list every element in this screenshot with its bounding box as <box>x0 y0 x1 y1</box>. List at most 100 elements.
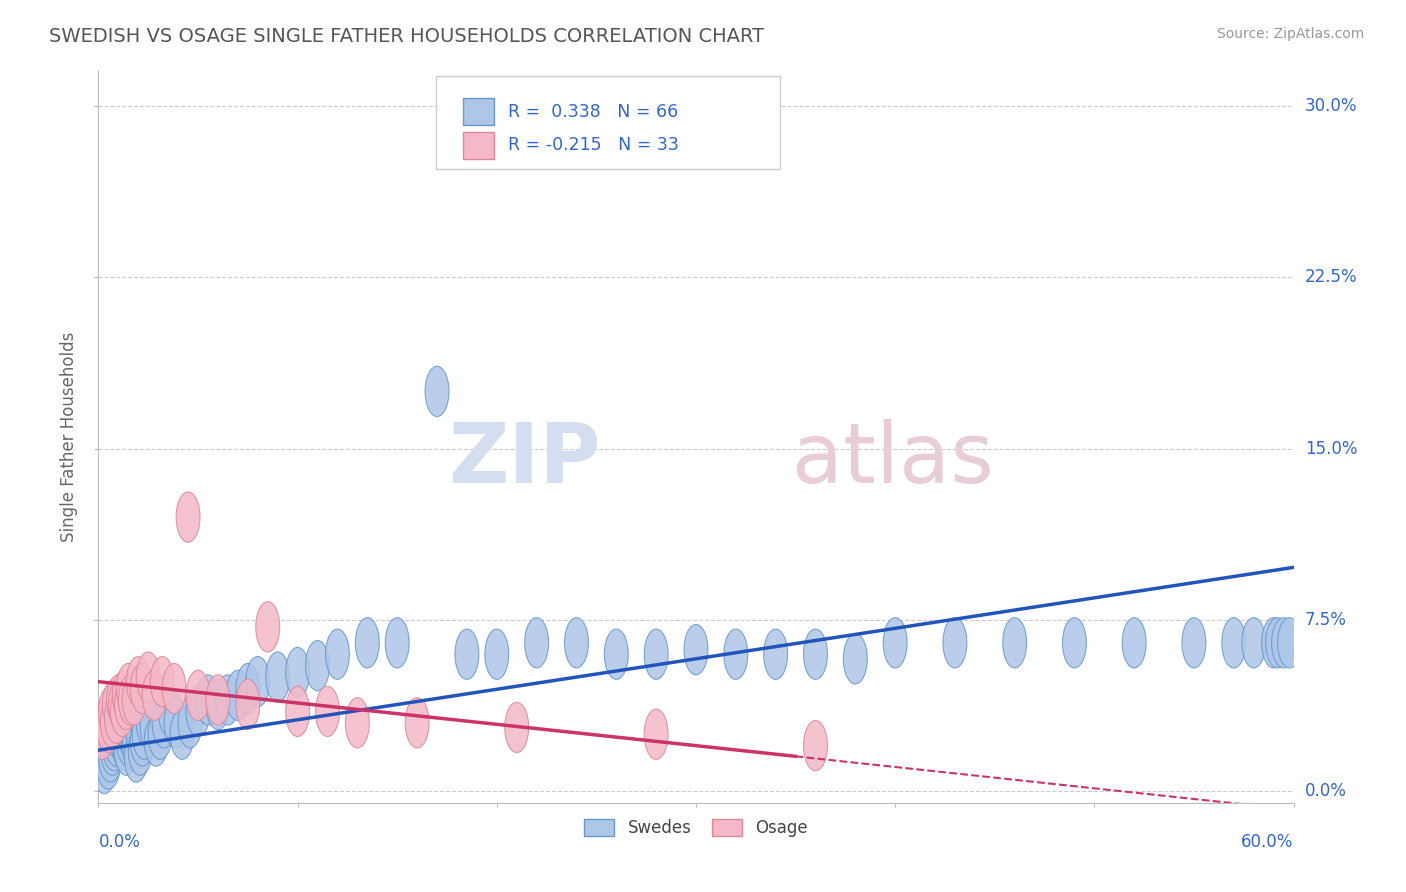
Ellipse shape <box>152 698 176 747</box>
Ellipse shape <box>122 675 146 725</box>
Ellipse shape <box>207 675 231 725</box>
Ellipse shape <box>405 698 429 747</box>
Text: 7.5%: 7.5% <box>1305 611 1347 629</box>
Text: 15.0%: 15.0% <box>1305 440 1357 458</box>
Ellipse shape <box>103 721 127 771</box>
Text: R =  0.338   N = 66: R = 0.338 N = 66 <box>508 103 678 120</box>
Ellipse shape <box>131 664 155 714</box>
Ellipse shape <box>266 652 290 702</box>
Ellipse shape <box>100 698 124 747</box>
Ellipse shape <box>456 629 479 680</box>
Ellipse shape <box>1122 617 1146 668</box>
Ellipse shape <box>103 680 127 730</box>
Ellipse shape <box>1241 617 1265 668</box>
Ellipse shape <box>124 732 148 782</box>
Ellipse shape <box>1063 617 1087 668</box>
Ellipse shape <box>346 698 370 747</box>
Ellipse shape <box>97 739 121 789</box>
Ellipse shape <box>186 686 209 737</box>
Ellipse shape <box>122 721 146 771</box>
Ellipse shape <box>195 675 219 725</box>
Ellipse shape <box>132 709 156 759</box>
Ellipse shape <box>114 680 138 730</box>
Ellipse shape <box>136 652 160 702</box>
Ellipse shape <box>98 686 122 737</box>
Ellipse shape <box>256 601 280 652</box>
Ellipse shape <box>98 732 122 782</box>
Ellipse shape <box>117 716 141 766</box>
Ellipse shape <box>131 716 155 766</box>
Text: 22.5%: 22.5% <box>1305 268 1357 286</box>
Ellipse shape <box>111 702 135 753</box>
Ellipse shape <box>93 743 117 794</box>
Ellipse shape <box>763 629 787 680</box>
Ellipse shape <box>108 709 132 759</box>
Ellipse shape <box>112 721 136 771</box>
Ellipse shape <box>844 633 868 684</box>
Ellipse shape <box>142 670 166 721</box>
Ellipse shape <box>165 698 188 747</box>
Ellipse shape <box>565 617 589 668</box>
Ellipse shape <box>804 721 827 771</box>
Ellipse shape <box>285 686 309 737</box>
Text: 60.0%: 60.0% <box>1241 833 1294 851</box>
Ellipse shape <box>644 629 668 680</box>
Ellipse shape <box>236 664 260 714</box>
Ellipse shape <box>385 617 409 668</box>
Ellipse shape <box>111 686 135 737</box>
Ellipse shape <box>159 686 183 737</box>
Ellipse shape <box>162 664 186 714</box>
Ellipse shape <box>100 725 124 775</box>
Ellipse shape <box>285 648 309 698</box>
Ellipse shape <box>179 698 202 747</box>
Ellipse shape <box>1182 617 1206 668</box>
Ellipse shape <box>217 675 240 725</box>
Ellipse shape <box>226 670 250 721</box>
Ellipse shape <box>117 664 141 714</box>
Legend: Swedes, Osage: Swedes, Osage <box>576 811 815 846</box>
Ellipse shape <box>141 702 165 753</box>
Ellipse shape <box>145 716 169 766</box>
Ellipse shape <box>97 702 121 753</box>
Text: 30.0%: 30.0% <box>1305 96 1357 115</box>
Ellipse shape <box>148 709 172 759</box>
Ellipse shape <box>804 629 827 680</box>
Ellipse shape <box>1265 617 1289 668</box>
Ellipse shape <box>1278 617 1302 668</box>
Ellipse shape <box>112 670 136 721</box>
Y-axis label: Single Father Households: Single Father Households <box>60 332 79 542</box>
Ellipse shape <box>136 698 160 747</box>
Ellipse shape <box>883 617 907 668</box>
Ellipse shape <box>246 657 270 706</box>
Text: 0.0%: 0.0% <box>1305 782 1347 800</box>
Ellipse shape <box>207 680 231 730</box>
Ellipse shape <box>150 657 174 706</box>
Ellipse shape <box>485 629 509 680</box>
Ellipse shape <box>724 629 748 680</box>
Ellipse shape <box>114 725 138 775</box>
Ellipse shape <box>118 675 142 725</box>
Ellipse shape <box>1271 617 1295 668</box>
Ellipse shape <box>127 657 150 706</box>
Ellipse shape <box>128 725 152 775</box>
Ellipse shape <box>186 670 209 721</box>
Ellipse shape <box>108 680 132 730</box>
Ellipse shape <box>104 693 128 743</box>
Ellipse shape <box>104 716 128 766</box>
Ellipse shape <box>943 617 967 668</box>
Text: R = -0.215   N = 33: R = -0.215 N = 33 <box>508 136 679 154</box>
Ellipse shape <box>425 367 449 417</box>
Ellipse shape <box>107 675 131 725</box>
Ellipse shape <box>644 709 668 759</box>
Ellipse shape <box>170 709 194 759</box>
Ellipse shape <box>505 702 529 753</box>
Ellipse shape <box>236 680 260 730</box>
Text: 0.0%: 0.0% <box>98 833 141 851</box>
Ellipse shape <box>94 698 118 747</box>
Text: Source: ZipAtlas.com: Source: ZipAtlas.com <box>1216 27 1364 41</box>
Ellipse shape <box>1002 617 1026 668</box>
Ellipse shape <box>176 492 200 542</box>
Text: atlas: atlas <box>792 418 993 500</box>
Ellipse shape <box>1222 617 1246 668</box>
Ellipse shape <box>107 709 131 759</box>
